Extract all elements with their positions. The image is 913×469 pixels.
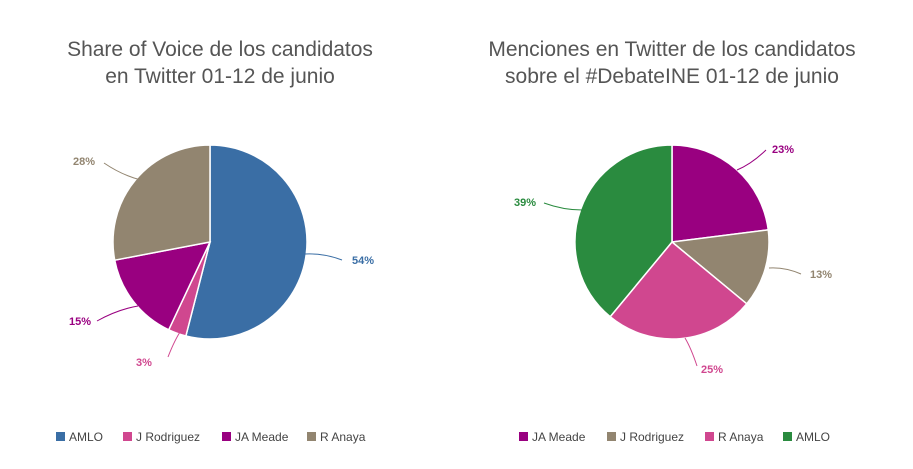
- chart-title-line-1: Share of Voice de los candidatos: [67, 38, 373, 61]
- slice-value-label: 54%: [352, 255, 374, 267]
- slice-value-label: 13%: [810, 269, 832, 281]
- legend-swatch: [123, 432, 132, 441]
- pie-slice-ja-meade: [113, 240, 212, 331]
- chart-title-line-1: Menciones en Twitter de los candidatos: [488, 38, 855, 61]
- chart-title-line-2: sobre el #DebateINE 01-12 de junio: [505, 65, 839, 88]
- pie-slice-ja-meade: [671, 144, 770, 243]
- pie-callouts: 54% 3% 15% 28%: [69, 156, 374, 369]
- slice-value-label: 15%: [69, 316, 91, 328]
- callout-line: [684, 337, 698, 367]
- share-of-voice-chart: Share of Voice de los candidatos en Twit…: [56, 38, 374, 444]
- chart-legend: AMLO J Rodriguez JA Meade R Anaya: [56, 430, 366, 444]
- callout-line: [543, 202, 586, 211]
- callout-line: [103, 162, 142, 181]
- callout-line: [167, 328, 183, 358]
- chart-title-line-2: en Twitter 01-12 de junio: [105, 65, 335, 88]
- legend-swatch: [56, 432, 65, 441]
- callout-line: [304, 253, 343, 261]
- debate-mentions-chart: Menciones en Twitter de los candidatos s…: [488, 38, 855, 444]
- legend-label: J Rodriguez: [136, 430, 200, 444]
- legend-swatch: [607, 432, 616, 441]
- legend-swatch: [519, 432, 528, 441]
- callout-line: [96, 305, 139, 322]
- slice-value-label: 39%: [514, 197, 536, 209]
- pie-slice-j-rodriguez: [670, 229, 770, 305]
- legend-swatch: [783, 432, 792, 441]
- callout-line: [768, 267, 802, 275]
- slice-value-label: 25%: [701, 364, 723, 376]
- slice-value-label: 3%: [136, 357, 152, 369]
- legend-label: AMLO: [796, 430, 830, 444]
- pie-slice-amlo: [574, 144, 673, 318]
- legend-label: JA Meade: [235, 430, 289, 444]
- slice-value-label: 23%: [772, 144, 794, 156]
- legend-swatch: [705, 432, 714, 441]
- pie-slices: [574, 144, 770, 340]
- chart-legend: JA Meade J Rodriguez R Anaya AMLO: [519, 430, 830, 444]
- pie-callouts: 23% 13% 25% 39%: [514, 144, 832, 376]
- legend-label: J Rodriguez: [620, 430, 684, 444]
- legend-label: R Anaya: [320, 430, 366, 444]
- pie-slice-r-anaya: [609, 240, 748, 340]
- pie-slices: [112, 144, 308, 340]
- legend-swatch: [222, 432, 231, 441]
- legend-label: JA Meade: [532, 430, 586, 444]
- legend-label: R Anaya: [718, 430, 764, 444]
- legend-swatch: [307, 432, 316, 441]
- slice-value-label: 28%: [73, 156, 95, 168]
- callout-line: [736, 149, 767, 171]
- legend-label: AMLO: [69, 430, 103, 444]
- pie-slice-r-anaya: [112, 144, 211, 262]
